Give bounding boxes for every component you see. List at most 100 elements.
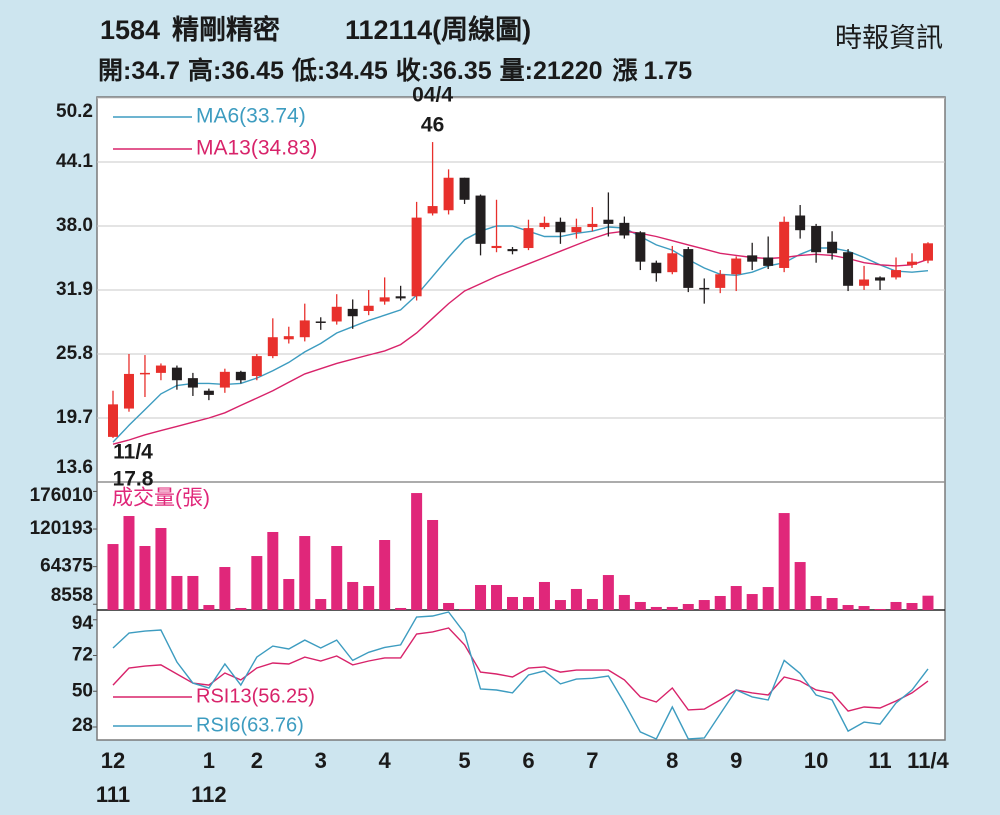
annotation-date: 11/4 xyxy=(113,440,153,463)
volume-bar xyxy=(570,588,582,610)
volume-bar xyxy=(187,575,199,610)
volume-bar xyxy=(906,602,918,610)
candle-body xyxy=(507,249,518,252)
volume-bar xyxy=(155,528,167,610)
candle-body xyxy=(763,257,774,266)
candle-body xyxy=(331,306,342,322)
volume-bar xyxy=(219,567,231,610)
y-tick-label: 28 xyxy=(72,715,93,736)
annotation-date: 04/4 xyxy=(412,84,453,107)
candle-body xyxy=(395,296,406,299)
quote-label: 低: xyxy=(291,57,325,85)
volume-bar xyxy=(682,604,694,610)
volume-bar xyxy=(507,596,518,610)
x-tick-label: 10 xyxy=(804,748,828,773)
moving-average-line xyxy=(112,230,929,445)
candle-body xyxy=(283,336,294,340)
chart-period: 112114(周線圖) xyxy=(345,14,531,45)
candle-body xyxy=(667,253,678,273)
volume-bar xyxy=(714,595,726,610)
y-tick-label: 94 xyxy=(72,613,94,634)
x-tick-label: 3 xyxy=(315,748,327,773)
candle-body xyxy=(683,249,694,288)
volume-bar xyxy=(235,607,247,610)
volume-bar xyxy=(618,594,630,610)
legend-label: 成交量(張) xyxy=(112,487,210,510)
candle-body xyxy=(363,305,374,311)
quote-line: 開:34.7 高:36.45 低:34.45 收:36.35 量:21220 漲 1.75 xyxy=(98,56,692,85)
candle-body xyxy=(635,232,646,262)
volume-bar xyxy=(746,594,758,610)
y-tick-label: 8558 xyxy=(51,585,93,606)
candle-body xyxy=(219,371,230,388)
candle-body xyxy=(539,222,550,228)
x-year-label: 112 xyxy=(191,782,227,807)
candle-body xyxy=(747,255,758,262)
volume-bar xyxy=(331,546,343,610)
volume-bar xyxy=(315,599,327,610)
y-tick-label: 19.7 xyxy=(56,407,93,428)
candle-body xyxy=(491,245,502,249)
quote-value: 21220 xyxy=(533,57,603,85)
candle-body xyxy=(907,261,917,265)
volume-bar xyxy=(203,605,215,610)
volume-bar xyxy=(491,585,503,610)
candle-body xyxy=(859,279,870,286)
volume-bar xyxy=(107,544,119,610)
source: 時報資訊 xyxy=(835,23,943,53)
rsi-line xyxy=(112,627,929,712)
x-tick-label: 6 xyxy=(522,748,534,773)
candle-body xyxy=(891,270,902,278)
y-tick-label: 13.6 xyxy=(56,457,93,478)
candle-body xyxy=(555,221,566,233)
volume-bar xyxy=(842,605,854,610)
candle-body xyxy=(108,404,118,437)
volume-bar xyxy=(395,607,407,610)
candle-body xyxy=(571,227,582,233)
annotation-value: 46 xyxy=(421,114,444,137)
volume-bar xyxy=(538,581,550,610)
candle-body xyxy=(811,226,822,253)
y-tick-label: 64375 xyxy=(40,556,93,577)
volume-bar xyxy=(666,606,678,610)
volume-bar xyxy=(778,513,790,610)
volume-bar xyxy=(283,579,295,610)
volume-bar xyxy=(698,600,710,610)
y-tick-label: 38.0 xyxy=(56,215,93,236)
candle-body xyxy=(827,241,838,254)
volume-bar xyxy=(826,598,838,610)
annotation-value: 17.8 xyxy=(113,467,154,490)
candle-body xyxy=(379,297,390,302)
quote-value: 1.75 xyxy=(644,57,693,85)
candle-body xyxy=(427,206,438,214)
y-tick-label: 25.8 xyxy=(56,343,93,364)
candle-body xyxy=(731,258,742,275)
volume-bar xyxy=(123,516,135,610)
candle-body xyxy=(411,217,422,297)
volume-bar xyxy=(411,493,423,610)
volume-bar xyxy=(762,587,774,610)
x-tick-label: 5 xyxy=(458,748,470,773)
quote-label: 開: xyxy=(98,57,131,85)
candle-body xyxy=(123,373,134,409)
candle-body xyxy=(187,378,198,388)
y-tick-label: 31.9 xyxy=(56,279,93,300)
volume-bar xyxy=(922,595,934,610)
candle-body xyxy=(523,228,534,249)
y-tick-label: 50 xyxy=(72,680,93,701)
quote-label: 高: xyxy=(188,56,221,85)
legend-label: RSI13(56.25) xyxy=(196,685,315,707)
volume-bar xyxy=(251,556,263,610)
candle-body xyxy=(459,177,470,200)
volume-bar xyxy=(379,540,391,610)
x-tick-label: 11 xyxy=(868,748,891,773)
candle-body xyxy=(299,320,310,338)
volume-bar xyxy=(299,536,311,610)
candle-body xyxy=(235,371,246,381)
volume-bar xyxy=(443,602,455,610)
x-tick-label: 7 xyxy=(586,748,598,773)
volume-bar xyxy=(363,586,375,610)
candle-body xyxy=(699,287,710,290)
candle-body xyxy=(315,321,326,323)
